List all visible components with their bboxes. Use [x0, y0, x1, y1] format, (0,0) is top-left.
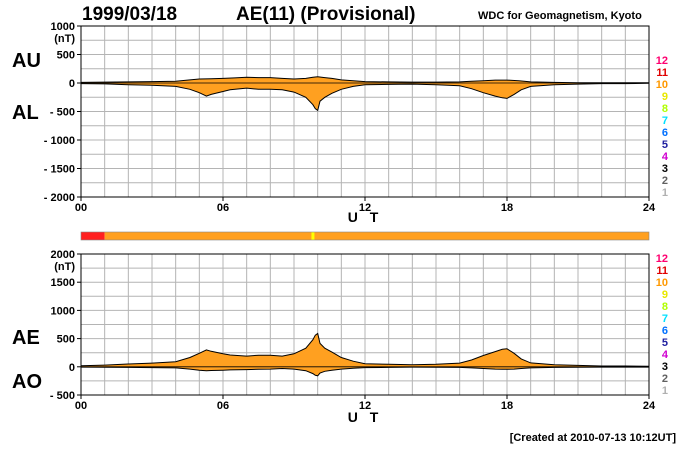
institution-label: WDC for Geomagnetism, Kyoto: [478, 10, 642, 22]
x-tick-label: 12: [359, 400, 371, 412]
y-tick-label: - 1500: [44, 164, 75, 176]
x-axis-label: U T: [348, 409, 383, 425]
status-bar-mark: [311, 232, 315, 240]
series-line-ae: [80, 332, 650, 367]
series-area-au-al: [81, 76, 649, 111]
y-tick-label: 1000: [51, 305, 75, 317]
legend-level-11: 11: [656, 265, 668, 277]
legend-level-7: 7: [662, 313, 668, 325]
x-tick-label: 00: [75, 400, 87, 412]
legend-level-10: 10: [656, 277, 668, 289]
y-tick-label: 500: [57, 50, 75, 62]
legend-level-12: 12: [656, 55, 668, 67]
al-label: AL: [12, 102, 39, 124]
chart-title: AE(11) (Provisional): [236, 4, 416, 25]
ao-label: AO: [12, 371, 42, 393]
legend-level-9: 9: [662, 91, 668, 103]
ae-label: AE: [12, 327, 40, 349]
y-tick-label: - 500: [50, 107, 75, 119]
x-tick-label: 00: [75, 202, 87, 214]
y-tick-label: 1500: [51, 277, 75, 289]
y-unit-label: (nT): [54, 33, 75, 45]
series-area-ae-ao: [81, 333, 649, 376]
x-tick-label: 18: [501, 400, 513, 412]
status-bar-segment: [81, 232, 105, 240]
x-axis-label: U T: [348, 209, 383, 225]
series-line-ao: [80, 366, 649, 377]
status-bar-frame: [80, 231, 650, 241]
legend-level-2: 2: [662, 373, 668, 385]
legend-level-8: 8: [662, 103, 668, 115]
x-tick-label: 24: [643, 400, 656, 412]
x-tick-label: 12: [359, 202, 371, 214]
legend-level-10: 10: [656, 79, 668, 91]
legend-level-4: 4: [662, 151, 669, 163]
series-line-au: [80, 76, 649, 84]
x-tick-label: 06: [217, 202, 229, 214]
legend-level-5: 5: [662, 139, 668, 151]
x-tick-label: 06: [217, 400, 229, 412]
y-tick-label: 2000: [51, 249, 75, 261]
legend-level-9: 9: [662, 289, 668, 301]
legend-level-11: 11: [656, 67, 668, 79]
x-tick-label: 24: [643, 202, 656, 214]
y-tick-label: - 2000: [44, 192, 75, 204]
legend-level-12: 12: [656, 253, 668, 265]
legend-level-6: 6: [662, 325, 668, 337]
y-tick-label: 0: [69, 362, 75, 374]
status-bar-segment: [104, 232, 649, 240]
series-line-al: [80, 82, 650, 112]
legend-level-3: 3: [662, 361, 668, 373]
y-tick-label: 0: [69, 78, 75, 90]
legend-level-5: 5: [662, 337, 668, 349]
legend-level-8: 8: [662, 301, 668, 313]
legend-level-2: 2: [662, 175, 668, 187]
legend-level-1: 1: [662, 187, 668, 199]
y-tick-label: 1000: [51, 21, 75, 33]
legend-level-6: 6: [662, 127, 668, 139]
y-tick-label: - 1000: [44, 135, 75, 147]
y-tick-label: 500: [57, 334, 75, 346]
legend-level-7: 7: [662, 115, 668, 127]
y-unit-label: (nT): [54, 261, 75, 273]
legend-level-4: 4: [662, 349, 669, 361]
au-label: AU: [12, 50, 41, 72]
created-timestamp: [Created at 2010-07-13 10:12UT]: [509, 432, 676, 444]
chart-date: 1999/03/18: [82, 4, 178, 25]
legend-level-3: 3: [662, 163, 668, 175]
x-tick-label: 18: [501, 202, 513, 214]
y-tick-label: - 500: [50, 390, 75, 402]
legend-level-1: 1: [662, 385, 668, 397]
